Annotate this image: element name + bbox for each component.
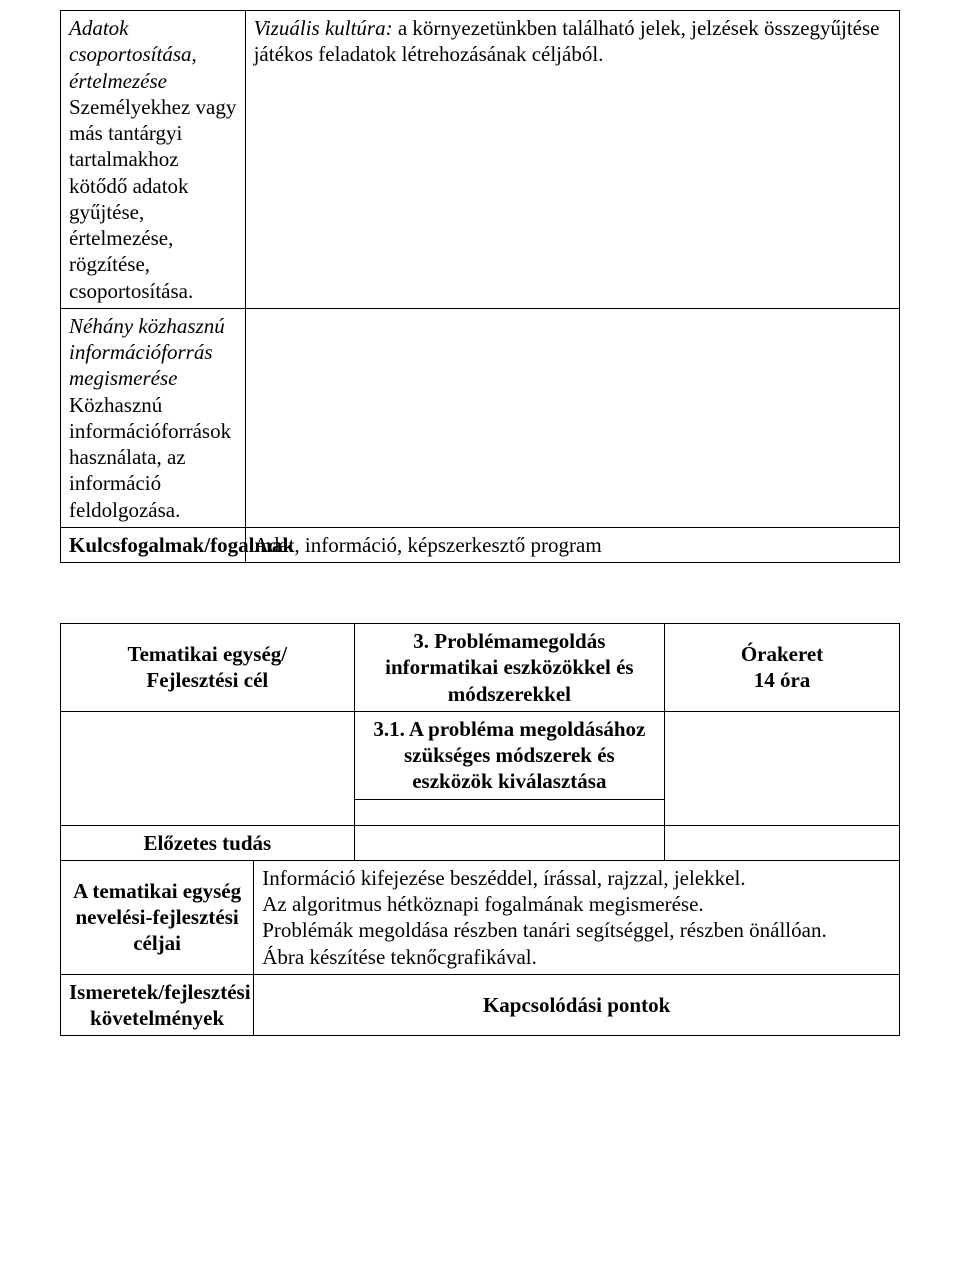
table-row: Előzetes tudás: [61, 825, 900, 860]
cell-orakeret: Órakeret14 óra: [665, 624, 900, 712]
cell-empty: [245, 308, 899, 527]
cell-kapcsolodasi-pontok: Kapcsolódási pontok: [254, 975, 899, 1036]
cell-empty: [354, 825, 664, 860]
cell-elozetes-tudas: Előzetes tudás: [61, 825, 355, 860]
cell-empty: [354, 799, 664, 825]
cell-ismeretek-label: Ismeretek/fejlesztési követelmények: [61, 975, 254, 1036]
cell-topic-adatok: Adatok csoportosítása, értelmezése Szemé…: [61, 11, 246, 309]
page-container: Adatok csoportosítása, értelmezése Szemé…: [0, 0, 960, 1076]
cell-tematikai-egyseg: Tematikai egység/Fejlesztési cél: [61, 624, 355, 712]
table-row: 3.1. A probléma megoldásához szükséges m…: [61, 711, 900, 799]
table-row: Néhány közhasznú információforrás megism…: [61, 308, 900, 527]
cell-empty: [665, 711, 900, 825]
table-row: Adatok csoportosítása, értelmezése Szemé…: [61, 11, 900, 309]
cell-tematikai-content: Információ kifejezése beszéddel, írással…: [254, 861, 899, 974]
cell-nehany-kozhasznu: Néhány közhasznú információforrás megism…: [61, 308, 246, 527]
text-plain: Személyekhez vagy más tantárgyi tartalma…: [69, 95, 236, 303]
text-plain: Közhasznú információforrások használata,…: [69, 393, 231, 522]
text-italic: Néhány közhasznú információforrás megism…: [69, 314, 225, 391]
text-italic: Adatok csoportosítása, értelmezése: [69, 16, 197, 93]
cell-empty: [665, 825, 900, 860]
table-top: Adatok csoportosítása, értelmezése Szemé…: [60, 10, 900, 563]
cell-problema-kivalasztasa: 3.1. A probléma megoldásához szükséges m…: [354, 711, 664, 799]
cell-tematikai-label: A tematikai egység nevelési-fejlesztési …: [61, 861, 254, 974]
cell-vizualis-kultura: Vizuális kultúra: a környezetünkben talá…: [245, 11, 899, 309]
cell-kulcsfogalmak-value: Adat, információ, képszerkesztő program: [245, 527, 899, 562]
cell-kulcsfogalmak-label: Kulcsfogalmak/fogalmak: [61, 527, 246, 562]
vertical-spacer: [60, 563, 900, 623]
text-italic: Vizuális kultúra:: [254, 16, 393, 40]
table-row: Ismeretek/fejlesztési követelmények Kapc…: [61, 974, 900, 1036]
cell-empty: [61, 711, 355, 825]
cell-ismeretek: Ismeretek/fejlesztési követelmények Kapc…: [61, 974, 900, 1036]
table-row: Tematikai egység/Fejlesztési cél 3. Prob…: [61, 624, 900, 712]
cell-tematikai-celok: A tematikai egység nevelési-fejlesztési …: [61, 860, 900, 974]
table-bottom: Tematikai egység/Fejlesztési cél 3. Prob…: [60, 623, 900, 1036]
table-row: Kulcsfogalmak/fogalmak Adat, információ,…: [61, 527, 900, 562]
cell-problemamegoldas: 3. Problémamegoldás informatikai eszközö…: [354, 624, 664, 712]
table-row: A tematikai egység nevelési-fejlesztési …: [61, 860, 900, 974]
